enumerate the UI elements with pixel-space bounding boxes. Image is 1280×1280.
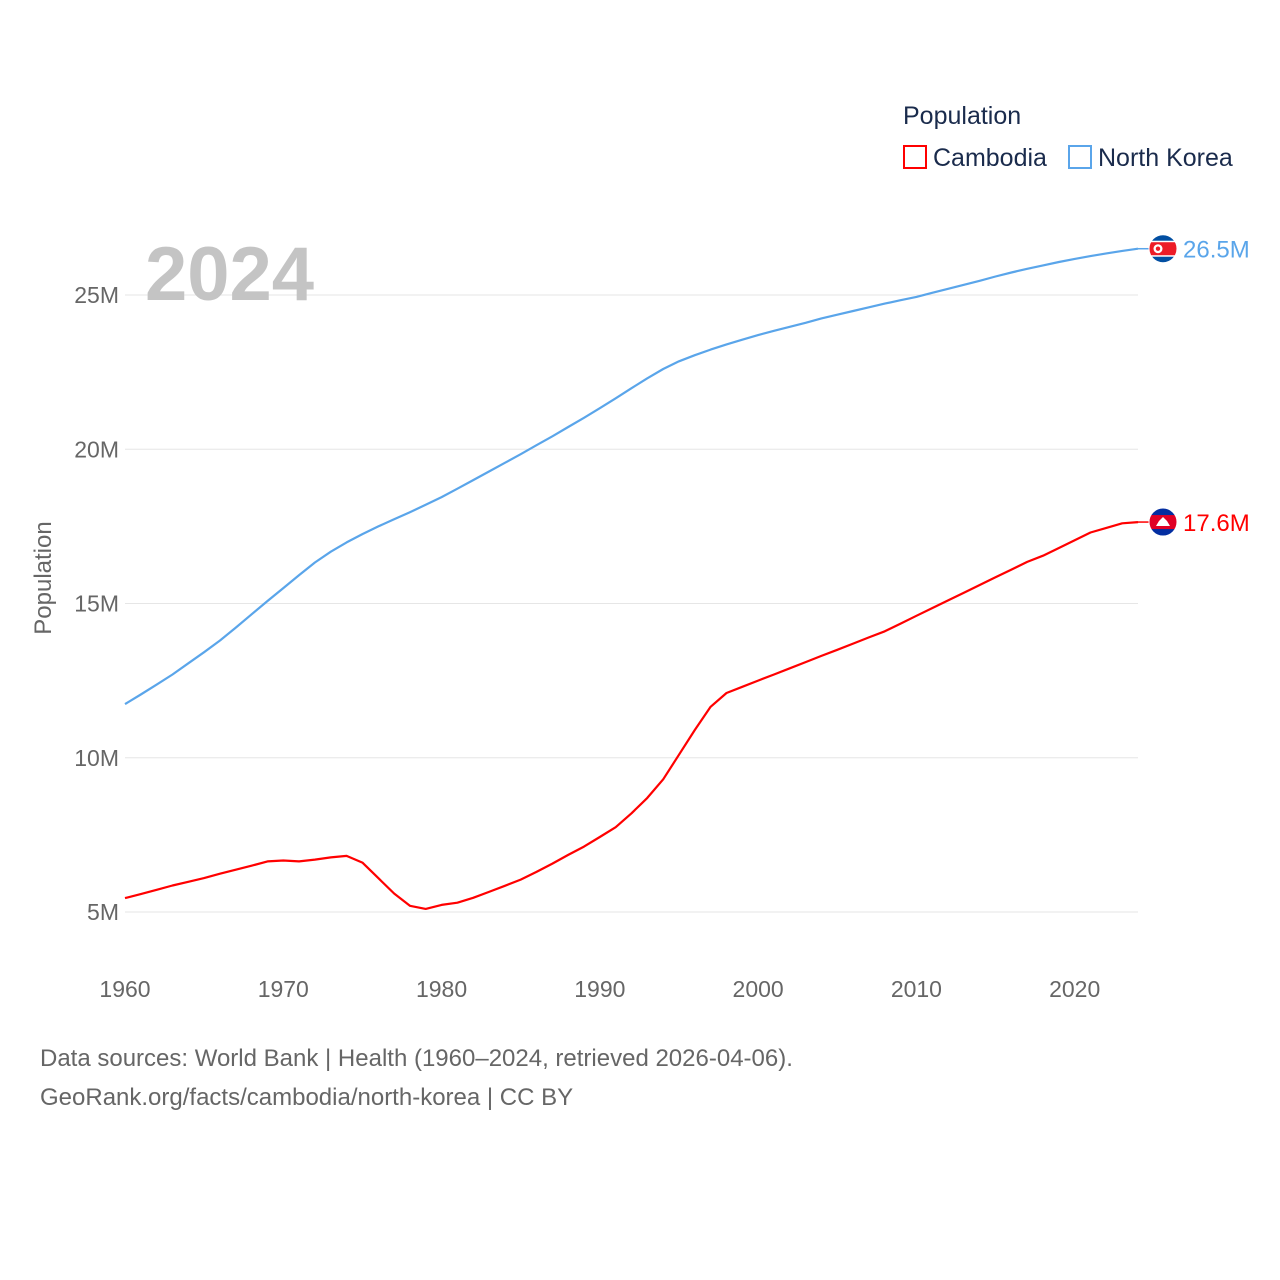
x-tick-label: 1980 [416, 976, 467, 1002]
end-value-label: 17.6M [1183, 510, 1250, 537]
x-tick-label: 1970 [258, 976, 309, 1002]
x-tick-label: 1990 [574, 976, 625, 1002]
angkor-wat-icon [1156, 517, 1170, 527]
flag-border [1148, 507, 1178, 537]
north-korea-flag-icon [1148, 234, 1178, 264]
end-value-label: 26.5M [1183, 237, 1250, 264]
series-line-cambodia [124, 521, 1139, 910]
series-line-north-korea [124, 247, 1139, 706]
y-tick-label: 10M [74, 745, 119, 771]
legend: Population Cambodia North Korea [903, 102, 1233, 172]
footer-attribution: GeoRank.org/facts/cambodia/north-korea |… [40, 1084, 574, 1111]
y-tick-label: 15M [74, 591, 119, 617]
y-tick-label: 5M [87, 899, 119, 925]
flag-red [1149, 242, 1177, 256]
star-icon [1155, 246, 1161, 251]
flag-body [1149, 508, 1177, 537]
y-tick-label: 20M [74, 436, 119, 462]
year-label: 2024 [145, 232, 314, 317]
legend-item-cambodia[interactable]: Cambodia [903, 144, 1047, 172]
legend-swatch-cambodia [903, 145, 927, 169]
legend-title: Population [903, 102, 1021, 130]
legend-label-cambodia: Cambodia [933, 144, 1047, 172]
legend-item-north-korea[interactable]: North Korea [1068, 144, 1233, 172]
flag-border [1148, 234, 1178, 264]
y-tick-label: 25M [74, 282, 119, 308]
x-tick-label: 2010 [891, 976, 942, 1002]
legend-label-north-korea: North Korea [1098, 144, 1233, 172]
x-tick-label: 2000 [733, 976, 784, 1002]
x-tick-label: 1960 [99, 976, 150, 1002]
legend-swatch-north-korea [1068, 145, 1092, 169]
footer-sources: Data sources: World Bank | Health (1960–… [40, 1045, 793, 1072]
cambodia-flag-icon [1148, 507, 1178, 537]
y-axis-label: Population [30, 521, 57, 634]
flag-body [1149, 234, 1177, 263]
x-tick-label: 2020 [1049, 976, 1100, 1002]
